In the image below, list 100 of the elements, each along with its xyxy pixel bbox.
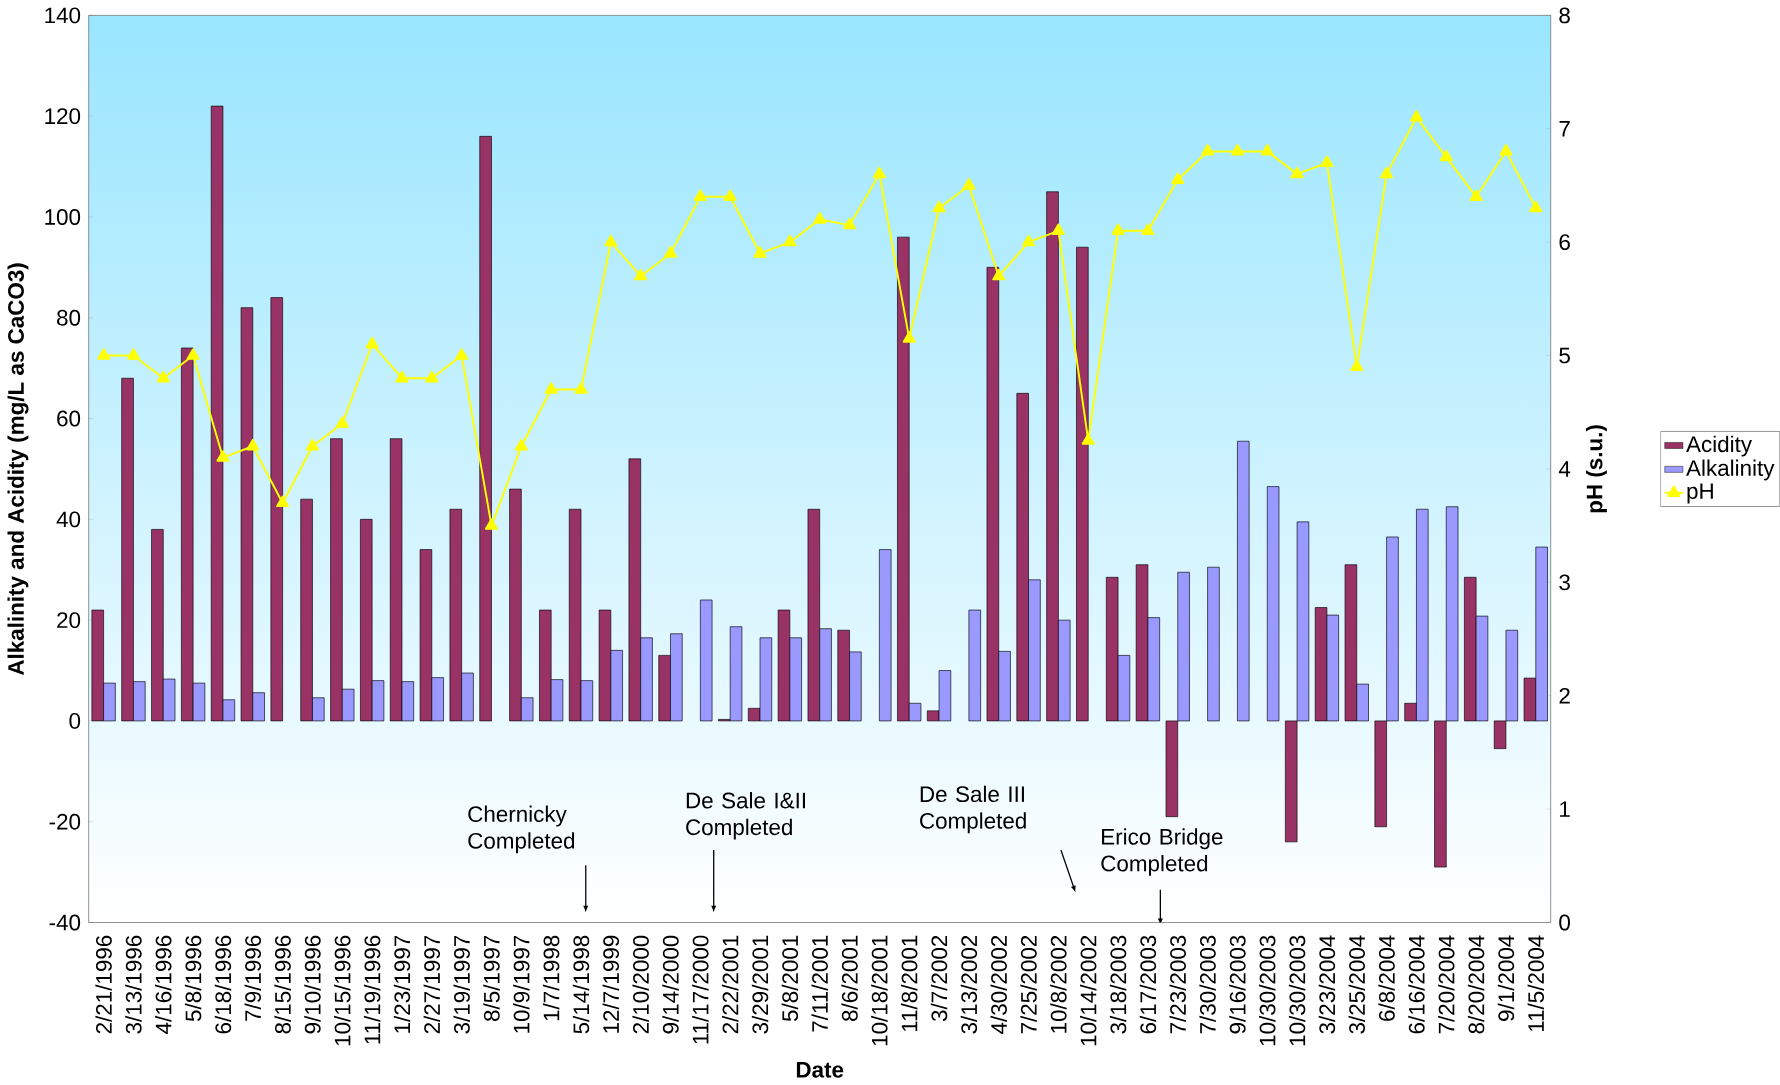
bar [700, 599, 713, 722]
point [1499, 144, 1513, 156]
y-tick-label: 0 [69, 712, 81, 729]
y2-tick-label: 3 [1559, 574, 1570, 591]
annotation: De Sale I&II Completed [686, 791, 805, 840]
point [604, 234, 618, 247]
point [1260, 144, 1274, 156]
y2-tick-label: 0 [1559, 914, 1570, 931]
y-tick-label: 40 [56, 511, 81, 528]
x-tick-label: 1/7/1998 [542, 935, 560, 1021]
x-tick-label: 9/16/2003 [1229, 935, 1246, 1034]
point [843, 217, 857, 230]
point [335, 416, 349, 428]
point [395, 370, 409, 383]
y-tick-label: -40 [49, 914, 81, 931]
x-tick-label: 7/25/2002 [1020, 935, 1037, 1034]
x-tick-label: 7/11/2001 [811, 935, 828, 1032]
x-tick-label: 3/18/2003 [1109, 935, 1127, 1034]
x-tick-label: 11/17/2000 [692, 935, 709, 1044]
x-tick-label: 10/8/2002 [1050, 935, 1067, 1033]
point [126, 348, 140, 360]
point [365, 336, 379, 349]
bar [1076, 246, 1089, 722]
annotation: Erico Bridge Completed [1101, 828, 1223, 876]
x-tick-label: 2/22/2001 [721, 935, 739, 1034]
legend-label: Alkalinity [1686, 459, 1775, 481]
point [1201, 144, 1215, 156]
point [1529, 200, 1543, 213]
point [186, 348, 200, 360]
bar [1207, 566, 1220, 722]
point [425, 370, 439, 383]
y2-tick-label: 8 [1559, 7, 1570, 24]
point [574, 382, 588, 394]
x-tick-label: 5/8/2001 [781, 935, 799, 1021]
point [1081, 433, 1095, 445]
x-axis-title: Date [796, 1061, 844, 1078]
annotation: De Sale III Completed [920, 785, 1026, 834]
y2-tick-label: 2 [1559, 687, 1570, 704]
x-tick-label: 2/21/1996 [95, 935, 112, 1034]
point [276, 495, 290, 508]
x-tick-label: 6/18/1996 [214, 935, 232, 1034]
y-tick-label: 140 [45, 7, 81, 24]
x-tick-label: 11/19/1996 [363, 935, 381, 1044]
point [216, 450, 230, 462]
point [1380, 166, 1394, 179]
x-tick-label: 10/9/1997 [513, 935, 530, 1033]
bar [879, 549, 892, 722]
point [1230, 144, 1244, 156]
x-tick-label: 10/15/1996 [334, 935, 351, 1046]
point [813, 212, 827, 224]
y2-axis-title: pH (s.u.) [1586, 425, 1607, 513]
point [1051, 223, 1065, 235]
x-tick-label: 7/9/1996 [244, 935, 262, 1021]
point [872, 166, 886, 179]
point [455, 348, 469, 360]
x-tick-label: 3/29/2001 [751, 935, 769, 1034]
x-tick-label: 9/14/2000 [662, 935, 679, 1034]
x-tick-label: 12/7/1999 [602, 935, 620, 1033]
x-tick-label: 6/8/2004 [1378, 935, 1395, 1021]
point [156, 370, 170, 383]
point [992, 268, 1006, 281]
x-tick-label: 8/5/1997 [483, 935, 500, 1021]
bar [1237, 440, 1250, 722]
x-tick-label: 6/16/2004 [1408, 935, 1425, 1034]
y-tick-label: -20 [49, 813, 81, 830]
legend-label: pH [1687, 483, 1713, 504]
x-tick-label: 10/14/2002 [1080, 935, 1097, 1046]
x-tick-label: 3/19/1997 [453, 935, 470, 1034]
x-tick-label: 6/17/2003 [1139, 935, 1157, 1034]
y2-tick-label: 7 [1559, 120, 1570, 137]
y-tick-label: 20 [57, 612, 81, 628]
x-tick-label: 7/20/2004 [1438, 935, 1455, 1034]
x-tick-label: 3/13/2002 [960, 935, 978, 1034]
x-tick-label: 11/8/2001 [900, 935, 918, 1031]
x-tick-label: 11/5/2004 [1527, 935, 1545, 1031]
point [902, 331, 916, 343]
point [1409, 110, 1423, 122]
point [544, 382, 558, 394]
annotation: Chernicky Completed [468, 805, 575, 854]
x-tick-label: 5/14/1998 [572, 935, 590, 1034]
x-tick-label: 10/30/2003 [1288, 935, 1306, 1046]
y-tick-label: 80 [57, 309, 81, 326]
x-tick-label: 9/10/1996 [304, 935, 321, 1034]
bar [1266, 486, 1280, 722]
legend-label: Acidity [1686, 435, 1752, 457]
x-tick-label: 3/23/2004 [1318, 935, 1336, 1034]
x-tick-label: 1/23/1997 [393, 935, 411, 1033]
point [783, 234, 797, 247]
point [693, 189, 707, 201]
x-tick-label: 3/13/1996 [125, 935, 142, 1034]
x-tick-label: 3/25/2004 [1348, 935, 1365, 1034]
point [97, 348, 111, 360]
x-tick-label: 7/30/2003 [1199, 935, 1216, 1034]
x-tick-label: 5/8/1996 [184, 935, 202, 1021]
y2-tick-label: 6 [1559, 234, 1570, 251]
point [1171, 172, 1185, 184]
x-tick-label: 9/1/2004 [1497, 935, 1515, 1021]
x-tick-label: 8/20/2004 [1467, 935, 1485, 1034]
point [1111, 223, 1125, 235]
x-tick-label: 4/30/2002 [990, 935, 1007, 1034]
